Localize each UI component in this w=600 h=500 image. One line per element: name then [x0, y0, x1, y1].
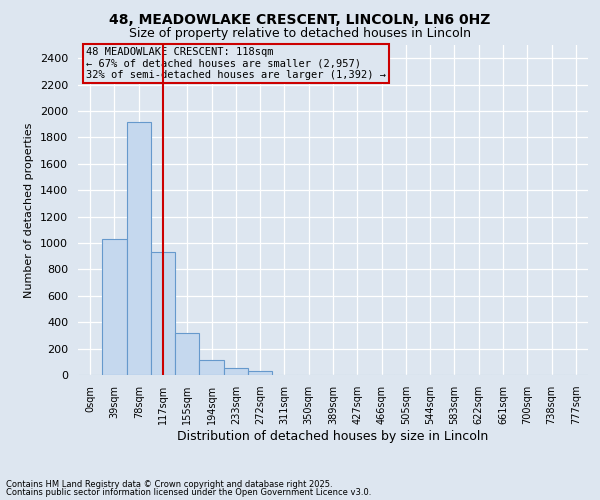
Text: Contains public sector information licensed under the Open Government Licence v3: Contains public sector information licen…: [6, 488, 371, 497]
Y-axis label: Number of detached properties: Number of detached properties: [25, 122, 34, 298]
Bar: [224, 368, 248, 375]
Text: 48 MEADOWLAKE CRESCENT: 118sqm
← 67% of detached houses are smaller (2,957)
32% : 48 MEADOWLAKE CRESCENT: 118sqm ← 67% of …: [86, 46, 386, 80]
Bar: [248, 371, 272, 375]
Bar: [199, 360, 224, 375]
X-axis label: Distribution of detached houses by size in Lincoln: Distribution of detached houses by size …: [178, 430, 488, 443]
Bar: [127, 122, 151, 375]
Text: Size of property relative to detached houses in Lincoln: Size of property relative to detached ho…: [129, 28, 471, 40]
Bar: [175, 334, 199, 375]
Bar: [102, 239, 127, 375]
Text: 48, MEADOWLAKE CRESCENT, LINCOLN, LN6 0HZ: 48, MEADOWLAKE CRESCENT, LINCOLN, LN6 0H…: [109, 12, 491, 26]
Bar: [151, 252, 175, 375]
Text: Contains HM Land Registry data © Crown copyright and database right 2025.: Contains HM Land Registry data © Crown c…: [6, 480, 332, 489]
